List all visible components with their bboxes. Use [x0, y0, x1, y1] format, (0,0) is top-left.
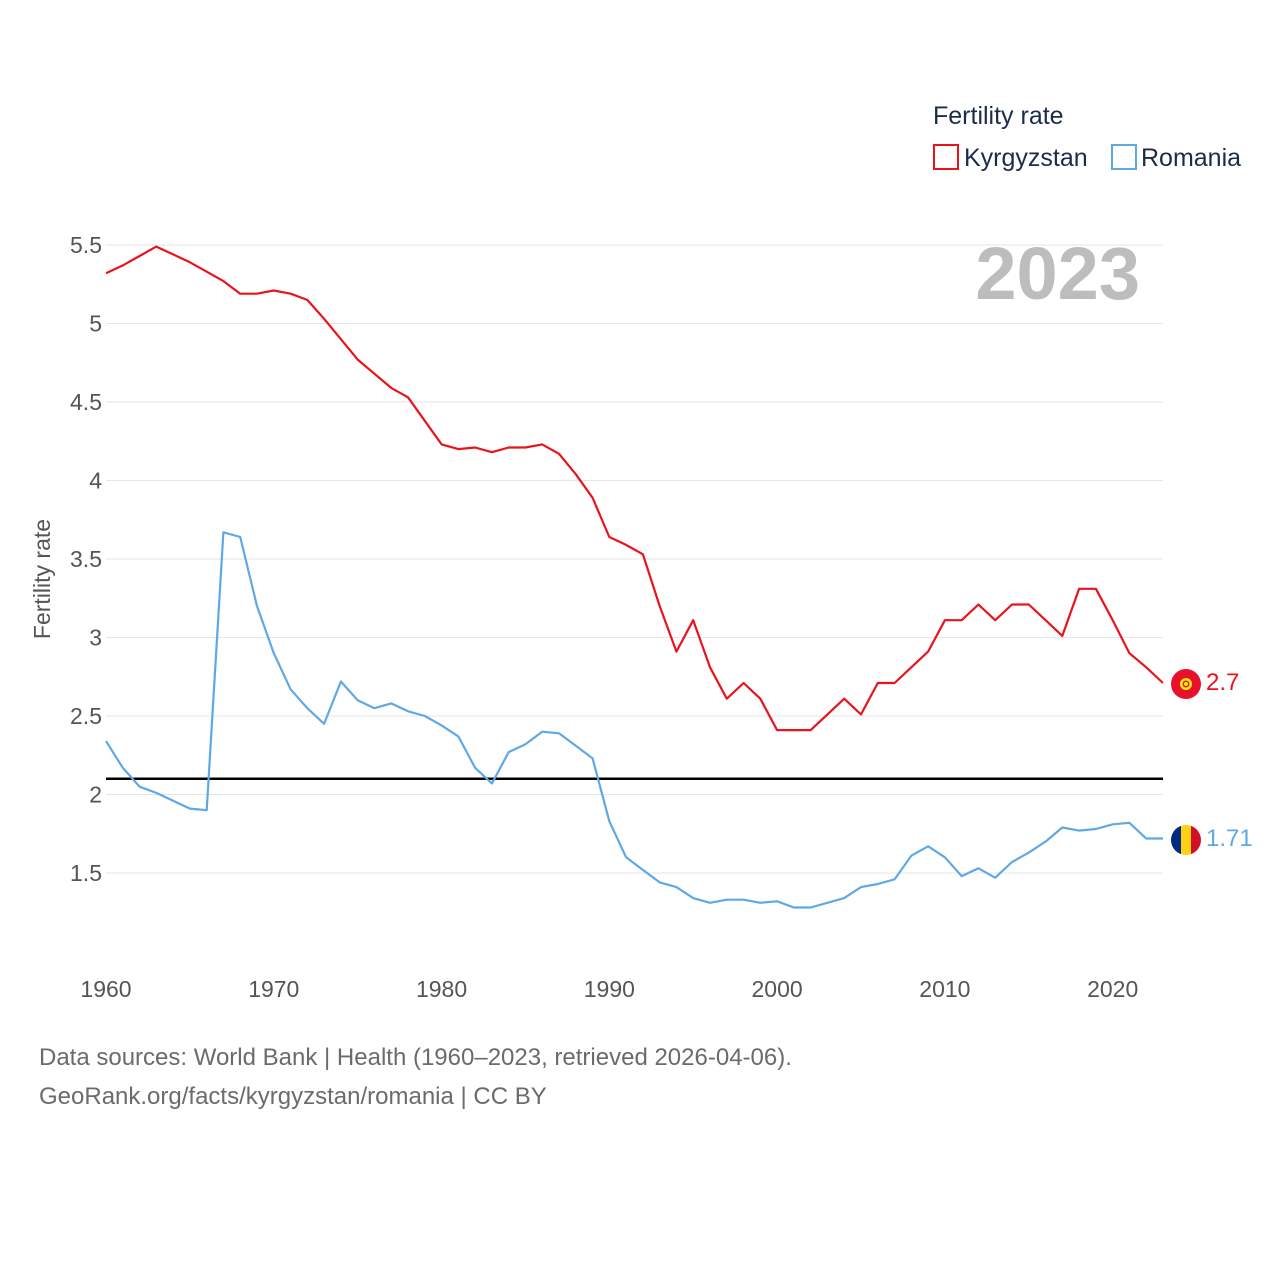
x-tick-label: 1980 [416, 976, 467, 1002]
y-tick-label: 2.5 [70, 703, 102, 729]
y-tick-label: 4 [89, 468, 102, 494]
series-line-kyrgyzstan[interactable] [105, 245, 1164, 732]
kyrgyzstan-end-value: 2.7 [1206, 669, 1239, 696]
legend-label-romania[interactable]: Romania [1141, 144, 1241, 172]
y-tick-label: 2 [89, 782, 102, 808]
x-axis-ticks: 1960 1970 1980 1990 2000 2010 2020 [80, 976, 1138, 1002]
legend-label-kyrgyzstan[interactable]: Kyrgyzstan [964, 144, 1088, 172]
legend: Fertility rate Kyrgyzstan Romania [933, 102, 1241, 172]
data-source-note: Data sources: World Bank | Health (1960–… [39, 1044, 792, 1071]
x-tick-label: 1990 [584, 976, 635, 1002]
series-lines [105, 245, 1164, 909]
y-tick-label: 1.5 [70, 860, 102, 886]
y-tick-label: 3.5 [70, 546, 102, 572]
romania-flag-icon [1171, 825, 1201, 855]
y-axis-ticks: 1.5 2 2.5 3 3.5 4 4.5 5 5.5 [70, 232, 102, 886]
gridlines [106, 244, 1163, 874]
source-link[interactable]: GeoRank.org/facts/kyrgyzstan/romania | C… [39, 1083, 547, 1110]
y-tick-label: 5.5 [70, 232, 102, 258]
kyrgyzstan-flag-icon [1171, 669, 1201, 699]
legend-swatch-kyrgyzstan[interactable] [933, 144, 959, 170]
x-tick-label: 1970 [248, 976, 299, 1002]
x-tick-label: 2020 [1087, 976, 1138, 1002]
series-line-romania[interactable] [105, 531, 1163, 909]
romania-end-value: 1.71 [1206, 825, 1253, 852]
y-tick-label: 4.5 [70, 389, 102, 415]
legend-swatch-romania[interactable] [1111, 144, 1137, 170]
year-watermark: 2023 [975, 232, 1140, 315]
x-tick-label: 2010 [919, 976, 970, 1002]
y-tick-label: 3 [89, 625, 102, 651]
y-tick-label: 5 [89, 311, 102, 337]
x-tick-label: 1960 [80, 976, 131, 1002]
legend-title: Fertility rate [933, 102, 1064, 130]
x-tick-label: 2000 [752, 976, 803, 1002]
y-axis-label: Fertility rate [29, 519, 55, 639]
